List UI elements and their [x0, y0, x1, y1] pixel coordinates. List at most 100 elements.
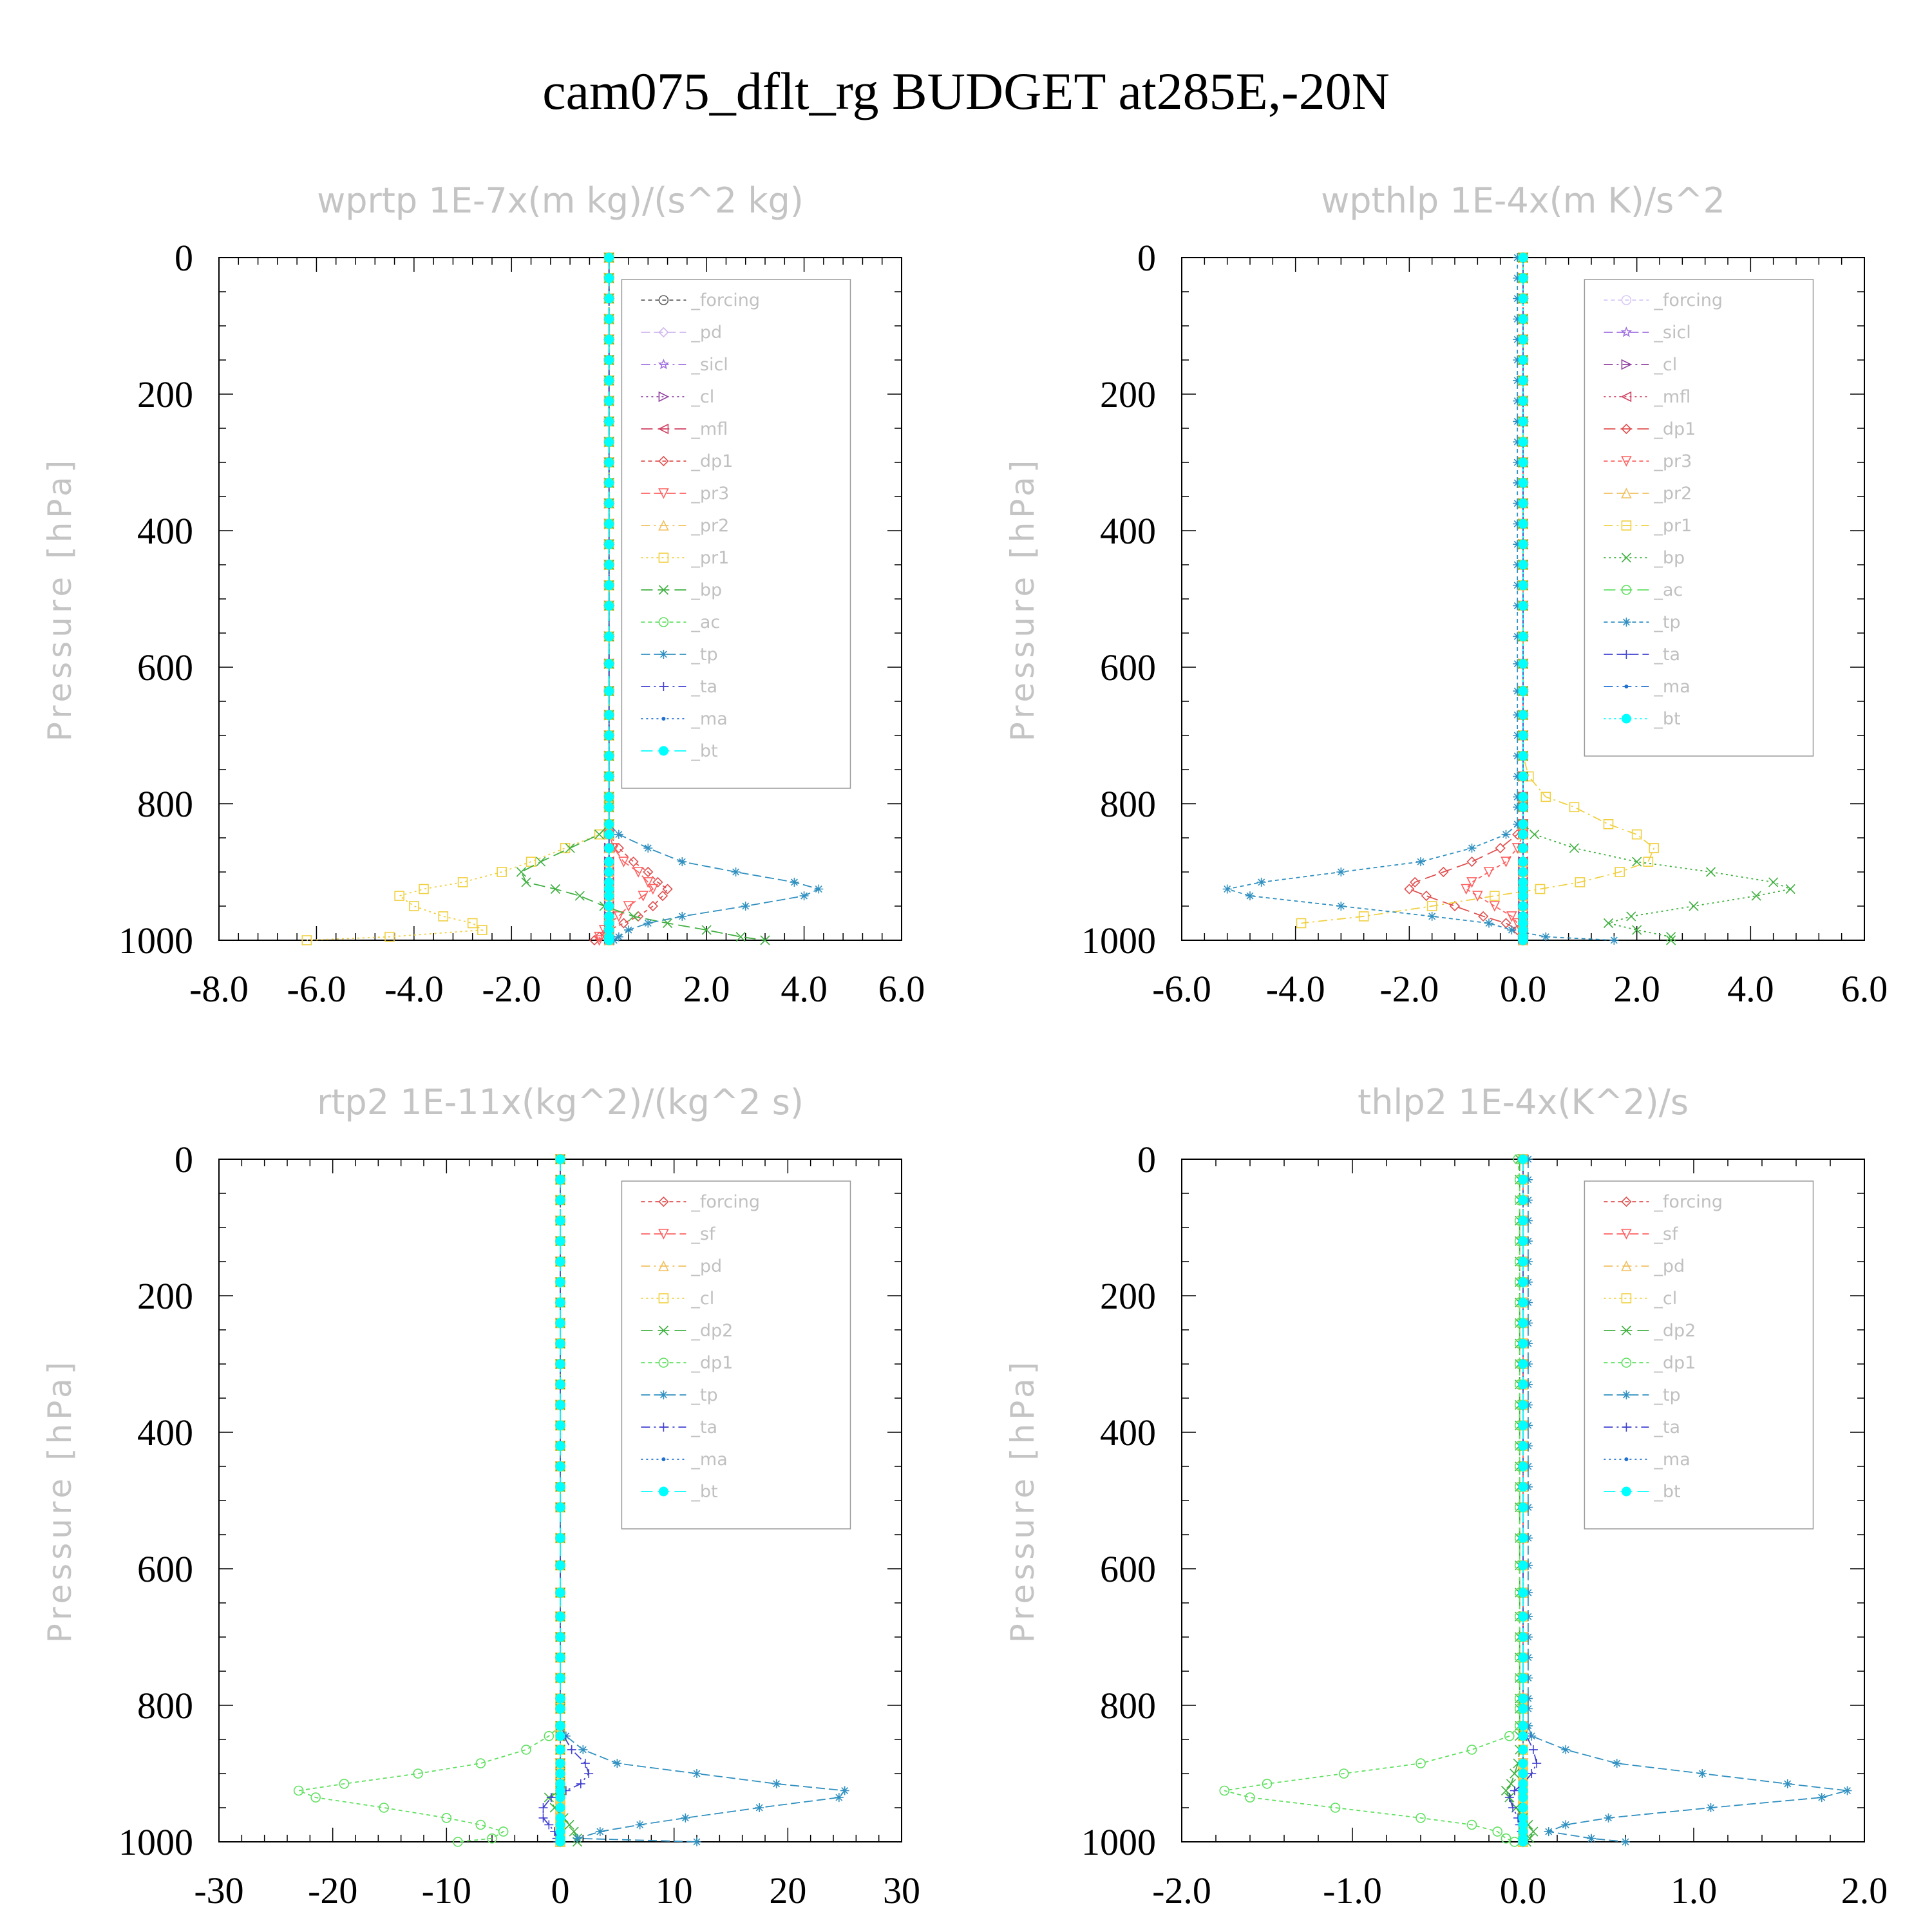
data-point [1438, 866, 1449, 878]
data-point [1449, 900, 1461, 912]
data-point [1751, 891, 1761, 901]
data-point [604, 416, 614, 426]
data-point [1513, 335, 1522, 345]
data-point [310, 1792, 321, 1803]
legend-label: _ac [690, 612, 720, 632]
data-point [477, 925, 488, 935]
legend-marker [1624, 685, 1629, 688]
data-point [647, 884, 659, 895]
legend-item: _mfl [641, 419, 728, 439]
series-line-bp [520, 258, 766, 941]
panel-title: thlp2 1E-4x(K^2)/s [1358, 1082, 1689, 1122]
data-point [595, 1827, 605, 1837]
data-point [681, 1813, 690, 1823]
legend-label: _bt [1653, 1482, 1680, 1502]
data-point [1518, 375, 1528, 386]
data-point [555, 1758, 565, 1768]
data-point [555, 1461, 565, 1472]
legend-item: _tp [1604, 1385, 1681, 1405]
legend-label: _ta [690, 1417, 717, 1437]
data-point [1706, 1803, 1716, 1812]
data-point [555, 1803, 565, 1813]
data-point [516, 867, 526, 877]
data-point [614, 829, 623, 839]
data-point [1518, 1461, 1528, 1472]
data-point [1540, 791, 1551, 802]
data-point [1513, 396, 1522, 406]
legend-item: _cl [641, 1289, 714, 1309]
data-point [1426, 901, 1437, 911]
data-point [624, 925, 633, 935]
data-point [1501, 829, 1511, 839]
data-point [1523, 1633, 1533, 1642]
legend-marker [658, 1229, 669, 1240]
legend-item: _cl [641, 387, 714, 407]
data-point [1632, 857, 1642, 867]
data-point [643, 843, 653, 853]
data-point [1518, 1256, 1528, 1267]
data-point [1518, 416, 1528, 426]
legend-label: _pr2 [1653, 484, 1692, 504]
data-point [755, 1803, 764, 1812]
data-point [814, 884, 824, 894]
data-point [1532, 1759, 1542, 1768]
data-point [379, 1803, 389, 1813]
x-tick-label: -4.0 [1266, 968, 1325, 1010]
data-point [1523, 1588, 1533, 1598]
data-point [1518, 1587, 1528, 1598]
y-tick-label: 200 [1100, 1275, 1156, 1317]
data-point [555, 1236, 565, 1246]
data-point [1513, 519, 1522, 529]
legend-item: _mfl [1604, 387, 1690, 407]
legend-item: _ma [1604, 677, 1690, 697]
data-point [1518, 1703, 1528, 1714]
data-point [1330, 1803, 1341, 1813]
data-point [1518, 1792, 1528, 1803]
data-point [1518, 580, 1528, 591]
data-point [735, 932, 746, 942]
data-point [1528, 1745, 1538, 1754]
y-tick-label: 800 [137, 783, 193, 825]
legend-item: _ma [1604, 1450, 1690, 1470]
data-point [1416, 1758, 1426, 1768]
data-point [604, 273, 614, 283]
data-point [1466, 1745, 1477, 1755]
data-point [1535, 884, 1546, 895]
data-point [1518, 1758, 1528, 1768]
x-tick-label: 1.0 [1671, 1870, 1718, 1911]
data-point [1262, 1779, 1273, 1789]
data-point [1523, 1421, 1533, 1430]
data-point [1569, 802, 1580, 813]
data-point [731, 867, 741, 876]
series-line-ta [542, 1159, 590, 1842]
data-point [1466, 877, 1477, 888]
x-tick-label: -20 [308, 1870, 357, 1911]
data-point [1518, 273, 1528, 283]
data-point [609, 936, 619, 945]
data-point [538, 1813, 548, 1823]
data-point [1523, 1673, 1533, 1683]
data-point [1561, 1745, 1571, 1754]
data-point [339, 1779, 350, 1789]
data-point [521, 1745, 531, 1755]
data-point [293, 1785, 304, 1796]
data-point [555, 1256, 565, 1267]
data-point [1518, 1673, 1528, 1683]
data-point [555, 1632, 565, 1642]
data-point [604, 518, 614, 529]
legend-item: _tp [641, 1385, 718, 1405]
data-point [550, 884, 560, 895]
data-point [1518, 498, 1528, 509]
data-point [555, 1721, 565, 1731]
legend-item: _tp [1604, 612, 1681, 632]
data-point [1518, 252, 1528, 263]
legend-marker [658, 1486, 668, 1497]
data-point [1518, 1482, 1528, 1492]
data-point [642, 877, 654, 888]
series-line-dp1 [296, 1159, 561, 1842]
legend [621, 1180, 851, 1530]
data-point [555, 1693, 565, 1703]
data-point [536, 857, 546, 867]
legend-marker [1621, 1196, 1632, 1208]
data-point [1518, 457, 1528, 468]
